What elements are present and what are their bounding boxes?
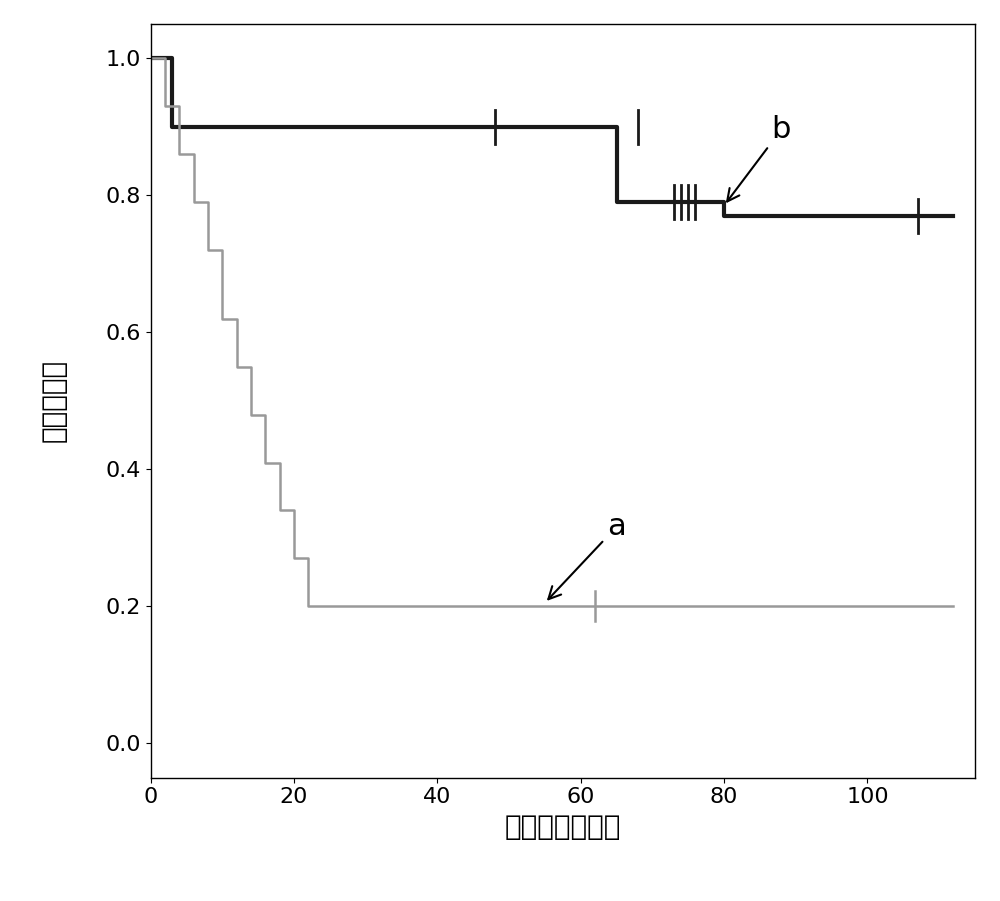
Text: a: a (548, 513, 626, 599)
X-axis label: 生存时间（月）: 生存时间（月） (505, 813, 621, 841)
Text: b: b (727, 115, 791, 202)
Y-axis label: 总体生存率: 总体生存率 (40, 359, 68, 442)
